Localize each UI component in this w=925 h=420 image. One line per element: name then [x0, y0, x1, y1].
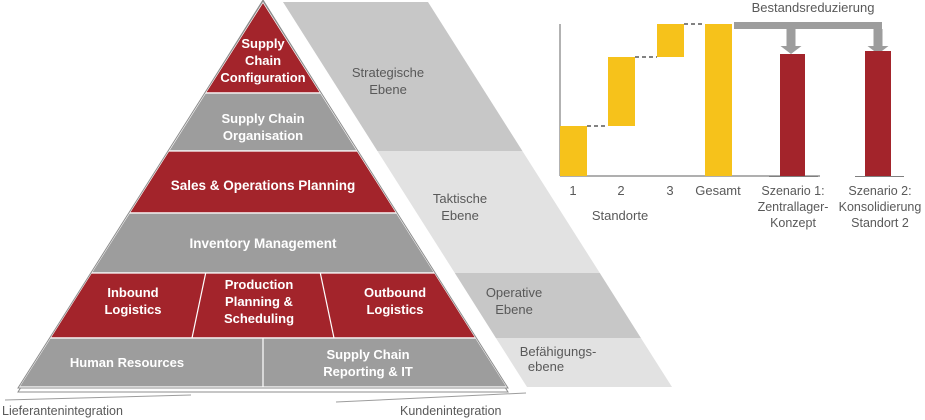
svg-text:Strategische: Strategische [352, 65, 424, 80]
svg-text:Standorte: Standorte [592, 208, 648, 223]
svg-text:Ebene: Ebene [441, 208, 479, 223]
svg-text:Scheduling: Scheduling [224, 311, 294, 326]
svg-text:3: 3 [666, 183, 673, 198]
svg-text:Kundenintegration: Kundenintegration [400, 404, 502, 418]
svg-text:Outbound: Outbound [364, 285, 426, 300]
svg-text:Bestandsreduzierung: Bestandsreduzierung [752, 0, 875, 15]
svg-text:Logistics: Logistics [104, 302, 161, 317]
svg-text:Operative: Operative [486, 285, 542, 300]
svg-text:Konsolidierung: Konsolidierung [839, 200, 922, 214]
svg-text:Inventory Management: Inventory Management [189, 236, 337, 251]
svg-text:ebene: ebene [528, 359, 564, 374]
svg-text:Gesamt: Gesamt [695, 183, 741, 198]
svg-text:Human Resources: Human Resources [70, 355, 184, 370]
svg-text:Chain: Chain [245, 53, 281, 68]
svg-text:Configuration: Configuration [220, 70, 305, 85]
svg-text:Ebene: Ebene [369, 82, 407, 97]
svg-text:Supply Chain: Supply Chain [221, 111, 304, 126]
svg-text:Lieferantenintegration: Lieferantenintegration [2, 404, 123, 418]
svg-text:Konzept: Konzept [770, 216, 816, 230]
svg-text:Planning &: Planning & [225, 294, 293, 309]
svg-text:Reporting & IT: Reporting & IT [323, 364, 413, 379]
svg-text:Sales & Operations Planning: Sales & Operations Planning [171, 178, 356, 193]
svg-text:Organisation: Organisation [223, 128, 303, 143]
svg-text:Szenario 1:: Szenario 1: [761, 184, 824, 198]
svg-text:Supply Chain: Supply Chain [326, 347, 409, 362]
svg-text:Ebene: Ebene [495, 302, 533, 317]
svg-text:Supply: Supply [241, 36, 285, 51]
svg-text:Taktische: Taktische [433, 191, 487, 206]
svg-text:2: 2 [617, 183, 624, 198]
svg-text:Zentrallager-: Zentrallager- [758, 200, 829, 214]
svg-text:Befähigungs-: Befähigungs- [520, 344, 597, 359]
svg-text:1: 1 [569, 183, 576, 198]
svg-text:Logistics: Logistics [366, 302, 423, 317]
svg-text:Szenario 2:: Szenario 2: [848, 184, 911, 198]
svg-text:Inbound: Inbound [107, 285, 158, 300]
svg-text:Standort 2: Standort 2 [851, 216, 909, 230]
svg-text:Production: Production [225, 277, 294, 292]
